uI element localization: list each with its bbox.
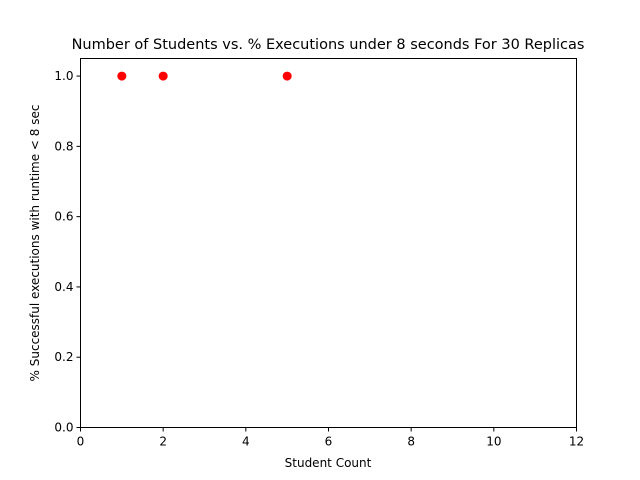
y-tick-label: 0.0: [54, 421, 73, 435]
x-axis-label: Student Count: [285, 456, 372, 470]
x-tick-label: 6: [325, 435, 333, 449]
plot-area: [80, 58, 577, 428]
x-tick-label: 8: [407, 435, 415, 449]
y-axis-label: % Successful executions with runtime < 8…: [28, 105, 42, 382]
data-point: [158, 71, 168, 81]
y-tick-label: 0.8: [54, 139, 73, 153]
x-tick-label: 4: [242, 435, 250, 449]
x-axis: 0 2 4 6 8 10 12: [77, 427, 584, 449]
x-tick-label: 2: [159, 435, 167, 449]
y-tick-label: 0.2: [54, 350, 73, 364]
x-tick-label: 12: [569, 435, 584, 449]
data-points: [117, 71, 292, 81]
y-axis: 0.0 0.2 0.4 0.6 0.8 1.0: [54, 69, 81, 435]
plot-frame: [80, 58, 577, 428]
data-point: [117, 71, 127, 81]
x-tick-label: 10: [486, 435, 501, 449]
chart-title: Number of Students vs. % Executions unde…: [72, 37, 585, 53]
y-tick-label: 0.4: [54, 280, 73, 294]
data-point: [282, 71, 292, 81]
y-tick-label: 1.0: [54, 69, 73, 83]
y-tick-label: 0.6: [54, 210, 73, 224]
x-tick-label: 0: [77, 435, 85, 449]
